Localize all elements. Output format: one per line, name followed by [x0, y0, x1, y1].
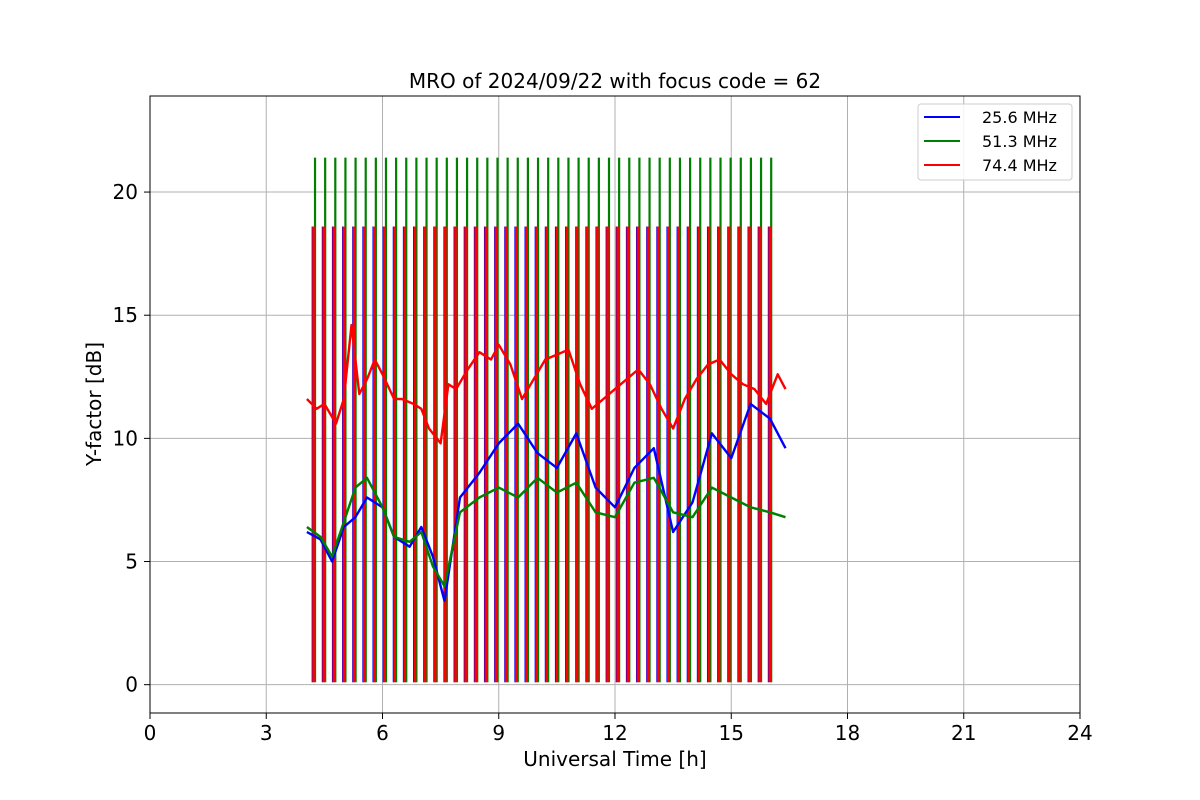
x-tick-label: 9	[492, 721, 505, 745]
chart-title: MRO of 2024/09/22 with focus code = 62	[409, 69, 821, 93]
y-axis: 0 5 10 15 20	[113, 180, 150, 697]
series-line	[306, 476, 786, 588]
y-tick-label: 20	[113, 180, 138, 204]
x-tick-label: 24	[1067, 721, 1092, 745]
y-axis-label: Y-factor [dB]	[82, 342, 106, 467]
y-tick-label: 0	[125, 673, 138, 697]
series-line	[306, 402, 787, 603]
x-axis-label: Universal Time [h]	[523, 747, 706, 771]
series-line	[306, 323, 787, 445]
x-tick-label: 15	[719, 721, 744, 745]
legend-label: 74.4 MHz	[982, 156, 1057, 175]
y-tick-label: 10	[113, 426, 138, 450]
x-tick-label: 12	[602, 721, 627, 745]
x-axis: 0 3 6 9 12 15 18 21 24	[144, 713, 1093, 745]
y-tick-label: 5	[125, 550, 138, 574]
y-tick-label: 15	[113, 303, 138, 327]
x-tick-label: 3	[260, 721, 273, 745]
series-lines	[306, 323, 787, 603]
x-tick-label: 18	[835, 721, 860, 745]
legend-label: 51.3 MHz	[982, 132, 1057, 151]
legend-label: 25.6 MHz	[982, 108, 1057, 127]
x-tick-label: 21	[951, 721, 976, 745]
legend: 25.6 MHz 51.3 MHz 74.4 MHz	[917, 103, 1073, 181]
legend-box	[917, 103, 1073, 181]
x-tick-label: 6	[376, 721, 389, 745]
x-tick-label: 0	[144, 721, 157, 745]
calibration-spikes	[311, 157, 773, 683]
